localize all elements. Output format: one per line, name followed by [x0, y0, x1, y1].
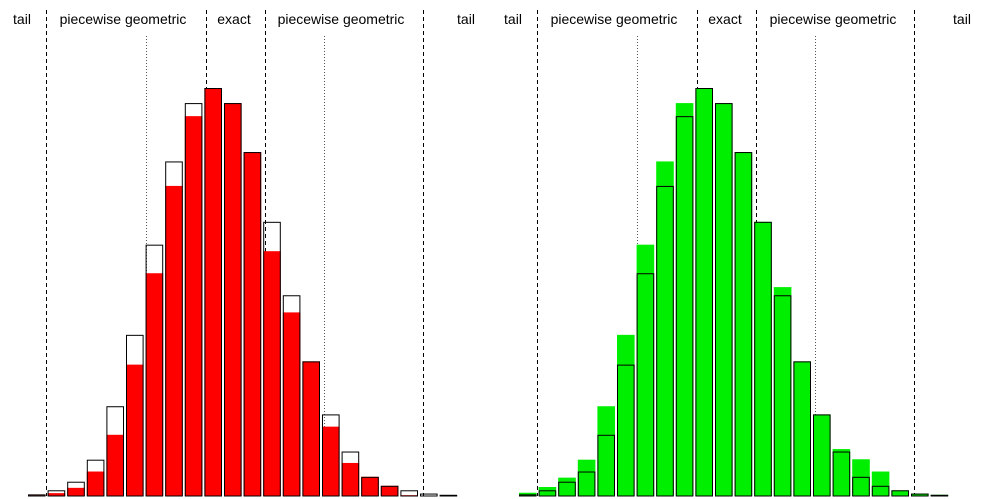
- right-approx-bar-15: [793, 361, 811, 496]
- left-exact-bar-18: [361, 476, 379, 497]
- right-exact-bar-6: [617, 364, 635, 497]
- left-approx-bar-5: [106, 434, 124, 496]
- left-exact-bar-4: [86, 459, 105, 497]
- right-approx-bar-2: [538, 487, 557, 496]
- right-approx-bar-13: [754, 221, 772, 496]
- left-exact-bar-20: [400, 490, 418, 497]
- right-approx-bar-19: [871, 471, 890, 496]
- left-exact-bar-17: [341, 451, 360, 497]
- right-label-piecewise-1: piecewise geometric: [551, 11, 678, 27]
- right-exact-bar-22: [930, 494, 949, 497]
- right-approx-bar-5: [597, 406, 615, 496]
- left-approx-bar-8: [165, 185, 183, 497]
- right-approx-bar-20: [891, 490, 909, 496]
- left-approx-bar-17: [341, 462, 360, 496]
- left-exact-bar-16: [322, 414, 340, 497]
- right-exact-bar-21: [911, 493, 929, 497]
- left-approx-bar-6: [126, 364, 144, 496]
- right-approx-bar-12: [734, 152, 753, 496]
- right-exact-bar-2: [538, 490, 557, 497]
- left-exact-bar-2: [47, 490, 66, 497]
- left-exact-bar-12: [243, 152, 262, 497]
- right-approx-bar-16: [813, 414, 831, 496]
- left-exact-bar-8: [165, 161, 183, 497]
- left-exact-bar-10: [204, 88, 222, 497]
- left-approx-bar-10: [204, 88, 222, 496]
- left-exact-bar-9: [184, 103, 203, 497]
- right-exact-bar-11: [715, 103, 733, 497]
- right-approx-bar-7: [636, 244, 655, 496]
- right-panel: tail piecewise geometric exact piecewise…: [504, 10, 971, 497]
- right-approx-bar-3: [558, 477, 576, 496]
- right-label-tail-1: tail: [504, 11, 522, 27]
- left-exact-bar-11: [224, 103, 242, 497]
- left-label-tail-1: tail: [13, 11, 31, 27]
- right-approx-bar-9: [675, 103, 694, 496]
- left-approx-bar-18: [361, 476, 379, 496]
- left-exact-bar-1: [28, 494, 46, 497]
- left-exact-bar-22: [439, 494, 458, 497]
- left-exact-bar-5: [106, 406, 125, 497]
- right-approx-bar-14: [773, 287, 792, 496]
- left-exact-bar-13: [263, 221, 281, 497]
- left-approx-bar-13: [263, 251, 281, 496]
- right-exact-bar-4: [577, 471, 596, 497]
- right-exact-bar-13: [754, 221, 772, 497]
- left-approx-bar-4: [86, 471, 105, 496]
- right-exact-bar-1: [519, 494, 537, 497]
- left-exact-bar-7: [145, 244, 164, 497]
- right-exact-bar-18: [852, 476, 870, 497]
- right-approx-bar-4: [577, 459, 596, 496]
- left-approx-bar-15: [302, 361, 320, 496]
- left-approx-bar-9: [184, 116, 203, 496]
- right-exact-bar-14: [773, 295, 792, 497]
- left-panel: tail piecewise geometric exact piecewise…: [13, 10, 475, 497]
- right-approx-bar-11: [715, 103, 733, 496]
- right-label-tail-2: tail: [953, 11, 971, 27]
- left-label-exact: exact: [217, 11, 251, 27]
- left-exact-bar-21: [420, 493, 438, 497]
- right-exact-bar-16: [813, 414, 831, 497]
- right-exact-bar-12: [734, 152, 753, 497]
- left-exact-bar-14: [282, 295, 301, 497]
- left-label-tail-2: tail: [457, 11, 475, 27]
- right-approx-bar-1: [519, 492, 537, 496]
- right-exact-bar-9: [675, 116, 694, 497]
- right-exact-bar-5: [597, 434, 616, 497]
- left-approx-bar-12: [243, 152, 262, 496]
- left-approx-bar-7: [145, 273, 164, 496]
- right-approx-bar-17: [832, 449, 851, 496]
- left-approx-bar-16: [322, 426, 340, 496]
- left-approx-bar-14: [282, 312, 301, 496]
- left-exact-bar-19: [380, 485, 399, 497]
- left-exact-bar-3: [67, 481, 85, 497]
- right-exact-bar-15: [793, 361, 812, 497]
- right-exact-bar-17: [832, 451, 851, 497]
- left-approx-bar-11: [224, 103, 242, 496]
- right-exact-bar-7: [636, 273, 655, 497]
- left-approx-bar-19: [380, 485, 399, 496]
- left-approx-bar-3: [67, 487, 85, 496]
- right-label-exact: exact: [708, 11, 742, 27]
- right-exact-bar-19: [871, 485, 890, 497]
- left-approx-bar-2: [47, 493, 66, 496]
- right-exact-bar-10: [695, 88, 714, 497]
- right-approx-bar-21: [911, 493, 929, 496]
- right-exact-bar-8: [656, 185, 674, 497]
- right-exact-bar-3: [558, 481, 576, 497]
- left-label-piecewise-1: piecewise geometric: [60, 11, 187, 27]
- right-label-piecewise-2: piecewise geometric: [770, 11, 897, 27]
- left-exact-bar-15: [302, 361, 320, 497]
- right-approx-bar-8: [656, 161, 674, 496]
- left-exact-bar-6: [126, 334, 144, 497]
- right-approx-bar-6: [617, 334, 635, 496]
- right-exact-bar-20: [891, 490, 910, 497]
- left-label-piecewise-2: piecewise geometric: [278, 11, 405, 27]
- right-approx-bar-10: [695, 88, 713, 496]
